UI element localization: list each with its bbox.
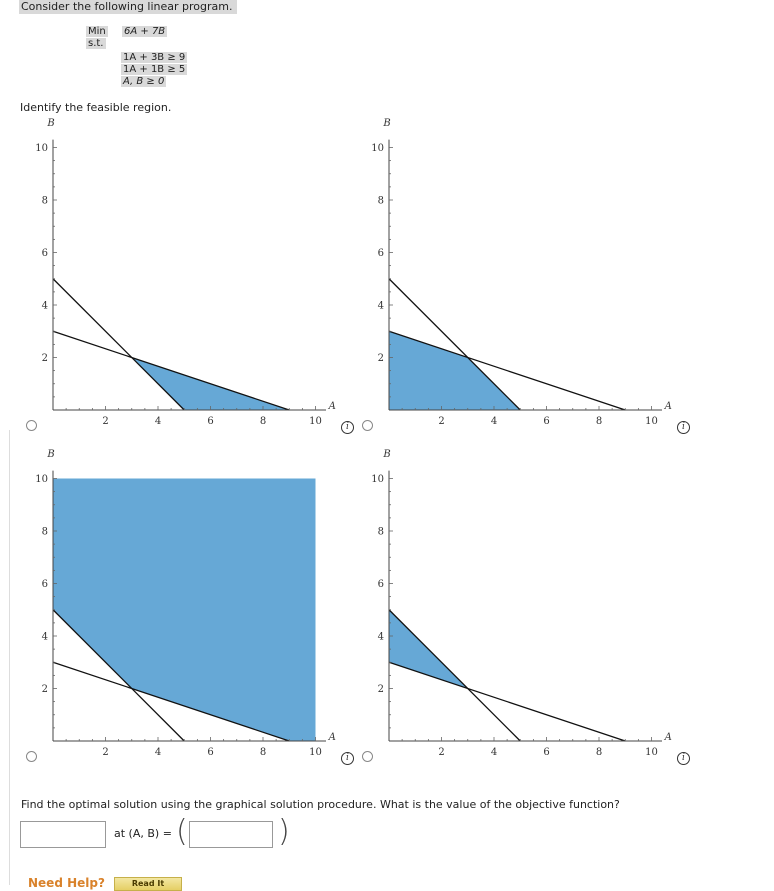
x-tick-label: 2 — [102, 747, 108, 758]
constraint-line-1 — [52, 330, 290, 411]
constraint-line-1 — [388, 330, 626, 411]
x-tick-label: 8 — [596, 416, 602, 427]
open-paren: ( — [176, 814, 188, 849]
graph-option-1: 2 4 6 8 10 2 4 6 8 10 A B — [35, 118, 336, 427]
feasible-region — [389, 609, 468, 689]
x-tick-label: 6 — [207, 747, 213, 758]
identify-question: Identify the feasible region. — [20, 101, 172, 114]
objective-value-input[interactable] — [20, 821, 106, 848]
feasible-region — [389, 331, 521, 410]
y-tick-label: 6 — [42, 248, 48, 259]
objective-expression: 6A + 7B — [122, 26, 168, 37]
y-tick-label: 10 — [35, 474, 48, 485]
x-tick-label: 8 — [596, 747, 602, 758]
x-tick-label: 4 — [491, 416, 497, 427]
intro-text: Consider the following linear program. — [19, 0, 237, 14]
constraint-line-1 — [52, 661, 290, 742]
info-icon[interactable]: i — [677, 752, 690, 765]
y-axis-label: B — [382, 449, 390, 460]
y-tick-label: 10 — [371, 474, 384, 485]
y-tick-label: 4 — [42, 301, 48, 312]
radio-option-1[interactable] — [26, 420, 37, 431]
need-help-label: Need Help? — [28, 876, 105, 890]
constraint-1: 1A + 3B ≥ 9 — [121, 52, 188, 63]
radio-option-3[interactable] — [26, 751, 37, 762]
info-icon[interactable]: i — [341, 752, 354, 765]
close-paren: ) — [278, 814, 290, 849]
optimal-question: Find the optimal solution using the grap… — [21, 798, 620, 811]
info-icon[interactable]: i — [677, 421, 690, 434]
y-tick-label: 6 — [42, 579, 48, 590]
graph-option-2: 2 4 6 8 10 2 4 6 8 10 A B — [371, 118, 672, 427]
y-axis-label: B — [46, 449, 54, 460]
y-tick-label: 4 — [378, 632, 384, 643]
y-tick-label: 10 — [35, 143, 48, 154]
x-tick-label: 4 — [155, 416, 161, 427]
x-tick-label: 6 — [543, 747, 549, 758]
at-label: at (A, B) = — [114, 827, 172, 840]
graph-option-3: 2 4 6 8 10 2 4 6 8 10 A B — [35, 449, 336, 758]
y-tick-label: 6 — [378, 579, 384, 590]
x-tick-label: 2 — [438, 747, 444, 758]
graph-option-4: 2 4 6 8 10 2 4 6 8 10 A B — [371, 449, 672, 758]
objective-label: Min — [86, 26, 108, 37]
y-tick-label: 8 — [42, 527, 48, 538]
x-tick-label: 8 — [260, 416, 266, 427]
x-tick-label: 10 — [309, 747, 322, 758]
x-axis-label: A — [664, 732, 672, 743]
y-tick-label: 2 — [378, 353, 384, 364]
x-tick-label: 4 — [155, 747, 161, 758]
y-tick-label: 8 — [42, 196, 48, 207]
read-it-button[interactable]: Read It — [114, 877, 182, 891]
y-tick-label: 4 — [378, 301, 384, 312]
radio-option-4[interactable] — [362, 751, 373, 762]
constraint-2: 1A + 1B ≥ 5 — [121, 64, 188, 75]
constraint-3: A, B ≥ 0 — [121, 76, 167, 87]
y-tick-label: 4 — [42, 632, 48, 643]
info-icon[interactable]: i — [341, 421, 354, 434]
y-tick-label: 2 — [42, 684, 48, 695]
x-tick-label: 10 — [309, 416, 322, 427]
y-axis-label: B — [46, 118, 54, 129]
y-tick-label: 6 — [378, 248, 384, 259]
x-tick-label: 2 — [438, 416, 444, 427]
constraint-line-2 — [388, 609, 521, 742]
y-tick-label: 8 — [378, 196, 384, 207]
constraint-line-2 — [52, 278, 185, 411]
x-tick-label: 2 — [102, 416, 108, 427]
y-tick-label: 10 — [371, 143, 384, 154]
x-axis-label: A — [328, 732, 336, 743]
y-tick-label: 2 — [42, 353, 48, 364]
x-tick-label: 4 — [491, 747, 497, 758]
x-tick-label: 6 — [207, 416, 213, 427]
x-tick-label: 10 — [645, 416, 658, 427]
feasible-region — [131, 357, 290, 410]
x-axis-label: A — [664, 401, 672, 412]
x-tick-label: 6 — [543, 416, 549, 427]
x-tick-label: 10 — [645, 747, 658, 758]
constraint-line-1 — [388, 661, 626, 742]
y-tick-label: 2 — [378, 684, 384, 695]
y-axis-label: B — [382, 118, 390, 129]
divider-line — [9, 430, 10, 885]
st-label: s.t. — [86, 38, 106, 49]
point-input[interactable] — [189, 821, 273, 848]
constraint-line-2 — [52, 609, 185, 742]
constraint-line-2 — [388, 278, 521, 411]
y-tick-label: 8 — [378, 527, 384, 538]
radio-option-2[interactable] — [362, 420, 373, 431]
x-axis-label: A — [328, 401, 336, 412]
feasible-region — [53, 478, 316, 741]
x-tick-label: 8 — [260, 747, 266, 758]
